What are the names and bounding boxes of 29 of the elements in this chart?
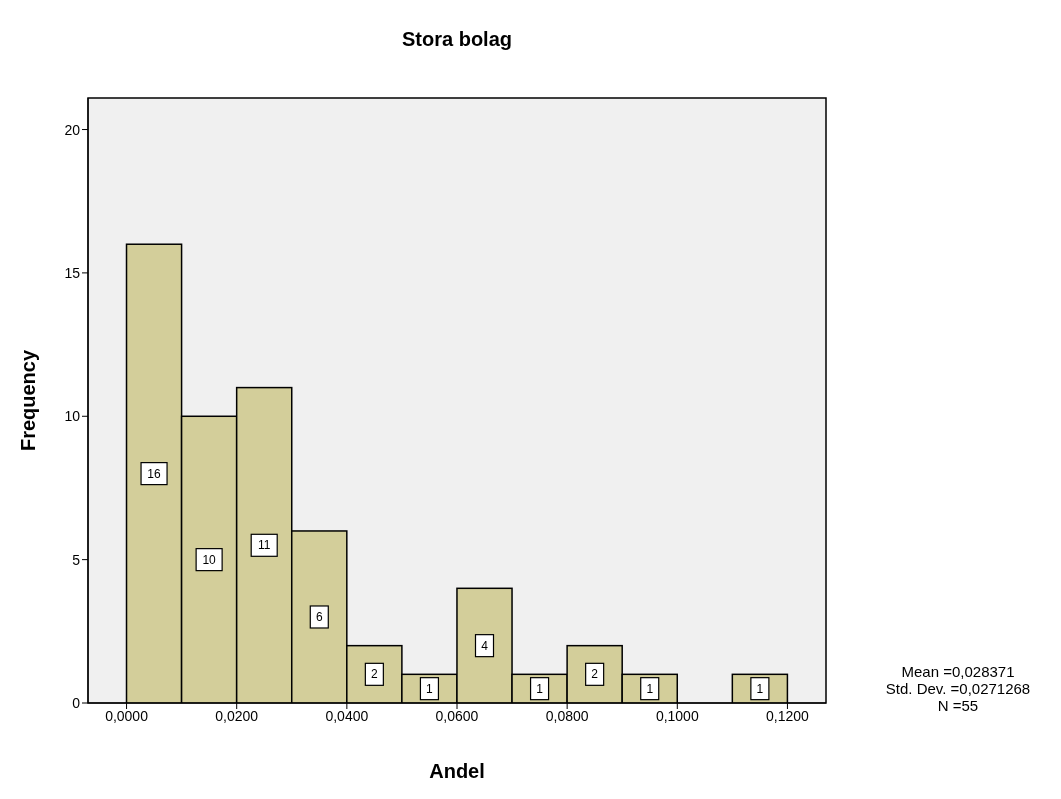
x-tick-label: 0,0200 [215,707,259,724]
data-label: 1 [426,681,434,696]
y-tick-label: 15 [64,264,81,281]
data-label: 16 [147,466,162,481]
chart-title: Stora bolag [401,28,513,50]
data-label: 1 [536,681,544,696]
data-label: 1 [756,681,764,696]
data-label: 2 [591,667,599,682]
y-tick-label: 10 [64,408,81,425]
x-tick-label: 0,0800 [545,707,589,724]
x-tick-label: 0,0400 [325,707,369,724]
text: N =55 [937,697,979,714]
text: Std. Dev. =0,0271268 [885,680,1031,697]
x-tick-label: 0,0600 [435,707,479,724]
data-label: 11 [257,538,271,553]
y-tick-label: 20 [64,121,81,138]
data-label: 4 [481,638,489,653]
x-tick-label: 0,1000 [655,707,699,724]
y-axis-title: Frequency [17,349,40,452]
data-label: 1 [646,681,654,696]
text: Mean =0,028371 [901,663,1015,680]
y-tick-label: 0 [72,694,81,711]
x-tick-label: 0,1200 [766,707,810,724]
data-label: 2 [371,667,379,682]
x-axis-title: Andel [429,760,485,782]
data-label: 6 [315,609,323,624]
data-label: 10 [202,552,217,567]
x-tick-label: 0,0000 [105,707,149,724]
y-tick-label: 5 [72,551,81,568]
